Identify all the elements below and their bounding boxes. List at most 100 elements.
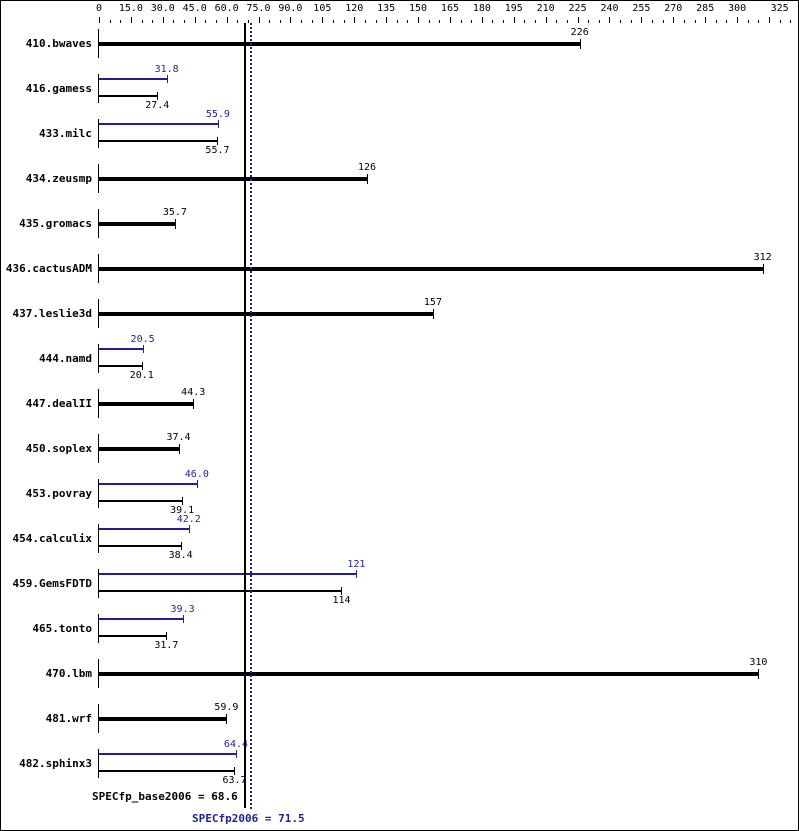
benchmark-label: 459.GemsFDTD [12,577,92,590]
benchmark-label: 416.gamess [25,82,92,95]
x-tick-label: 210 [536,3,555,14]
base-bar [99,770,235,772]
benchmark-label: 454.calculix [12,532,92,545]
benchmark-label: 444.namd [39,352,92,365]
x-tick-mark [631,20,632,23]
x-tick-mark [599,20,600,23]
peak-value-label: 64.4 [223,739,249,750]
x-tick-label: 45.0 [182,3,207,14]
x-tick-mark [620,20,621,23]
peak-bar-cap [189,525,190,533]
x-tick-mark [578,17,579,23]
x-tick-mark [705,17,706,23]
x-tick-mark [248,20,249,23]
base-bar-cap [193,399,194,409]
x-tick-mark [120,20,121,23]
x-tick-mark [259,17,260,23]
base-bar-cap [166,632,167,640]
x-tick-label: 75.0 [246,3,271,14]
peak-score-label: SPECfp2006 = 71.5 [192,812,305,825]
base-bar-cap [367,174,368,184]
base-bar-cap [234,767,235,775]
base-value-label: 37.4 [166,432,191,443]
base-bar-cap [182,497,183,505]
base-value-label: 39.1 [170,505,195,516]
peak-value-label: 55.9 [205,109,230,120]
base-reference-line [243,23,246,808]
x-tick-mark [216,20,217,23]
x-tick-mark [641,17,642,23]
base-bar-cap [226,714,227,724]
x-tick-mark [663,20,664,23]
base-bar-cap [758,669,759,679]
benchmark-label: 410.bwaves [25,37,92,50]
base-bar-cap [763,264,764,274]
base-value-label: 310 [749,657,768,668]
benchmark-label: 434.zeusmp [25,172,92,185]
base-value-label: 114 [332,595,351,606]
base-score-label: SPECfp_base2006 = 68.6 [92,790,238,803]
base-bar [99,312,433,316]
row-axis-line [98,569,99,598]
x-tick-mark [173,20,174,23]
x-tick-mark [269,20,270,23]
x-tick-mark [758,20,759,23]
base-value-label: 35.7 [162,207,187,218]
x-tick-mark [365,20,366,23]
x-tick-label: 285 [696,3,715,14]
peak-bar [99,78,167,80]
x-tick-mark [376,20,377,23]
row-axis-line [98,389,99,418]
row-axis-line [98,74,99,103]
x-tick-mark [524,20,525,23]
x-tick-mark [429,20,430,23]
peak-bar [99,123,218,125]
x-tick-label: 195 [504,3,523,14]
x-tick-mark [535,20,536,23]
base-bar [99,95,158,97]
base-value-label: 27.4 [145,100,170,111]
x-tick-mark [333,20,334,23]
base-bar [99,365,142,367]
x-tick-label: 225 [568,3,587,14]
base-value-label: 20.1 [129,370,154,381]
base-bar [99,447,179,451]
benchmark-label: 436.cactusADM [5,262,92,275]
base-value-label: 63.7 [222,775,247,786]
x-tick-label: 180 [472,3,491,14]
x-tick-mark [439,20,440,23]
x-tick-mark [397,20,398,23]
base-bar [99,140,218,142]
x-tick-mark [790,20,791,23]
x-tick-mark [482,17,483,23]
base-value-label: 157 [423,297,442,308]
x-tick-mark [492,20,493,23]
x-tick-mark [195,17,196,23]
x-tick-mark [546,17,547,23]
x-tick-mark [184,20,185,23]
x-tick-label: 325 [770,3,789,14]
peak-bar [99,618,183,620]
base-value-label: 31.7 [154,640,179,651]
x-tick-mark [769,17,770,23]
x-tick-label: 300 [728,3,747,14]
peak-bar-cap [236,750,237,758]
x-tick-mark [322,17,323,23]
row-axis-line [98,299,99,328]
base-bar [99,402,194,406]
base-bar-cap [142,362,143,370]
base-bar-cap [181,542,182,550]
benchmark-label: 453.povray [25,487,92,500]
benchmark-label: 482.sphinx3 [19,757,92,770]
row-axis-line [98,749,99,778]
base-bar-cap [179,444,180,454]
x-tick-label: 60.0 [214,3,239,14]
base-bar [99,672,759,676]
x-tick-mark [695,20,696,23]
x-tick-mark [461,20,462,23]
x-tick-mark [110,20,111,23]
base-bar [99,177,367,181]
x-tick-mark [567,20,568,23]
row-axis-line [98,254,99,283]
